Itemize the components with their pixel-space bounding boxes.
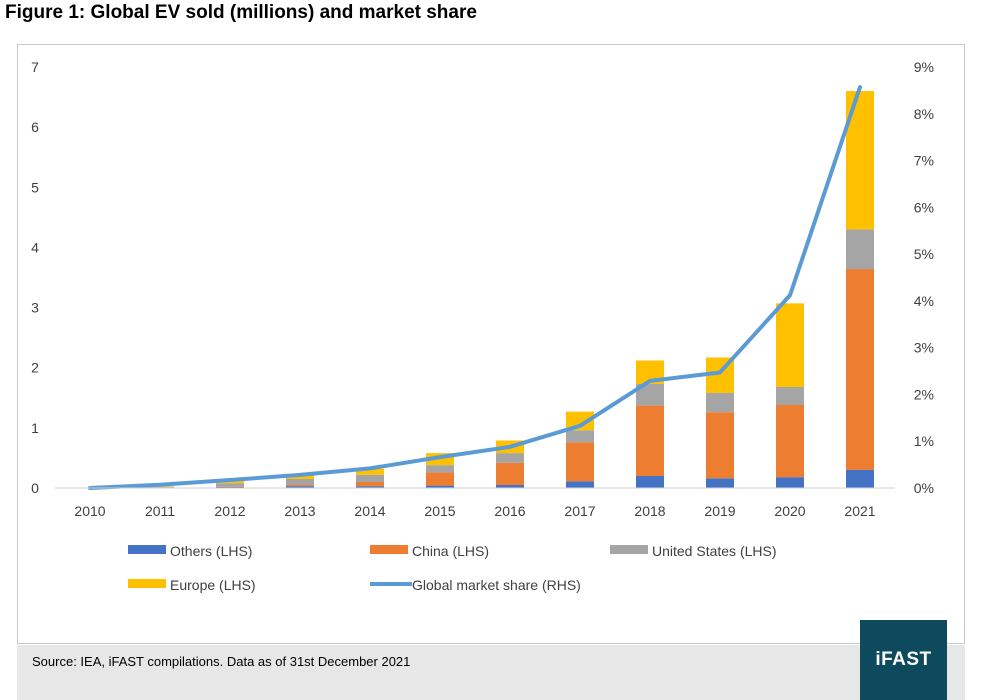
bar-segment-2019-1 — [706, 412, 734, 479]
legend-label: Global market share (RHS) — [412, 577, 581, 593]
bar-segment-2020-1 — [776, 405, 804, 478]
legend-label: China (LHS) — [412, 543, 489, 559]
x-tick-label: 2017 — [564, 503, 595, 519]
x-tick-label: 2010 — [74, 503, 105, 519]
bar-segment-2013-0 — [286, 486, 314, 488]
y-right-tick-label: 9% — [914, 59, 934, 75]
bar-segment-2020-0 — [776, 477, 804, 488]
bar-segment-2013-3 — [286, 475, 314, 479]
y-right-tick-label: 1% — [914, 433, 934, 449]
legend-swatch — [128, 545, 166, 554]
legend: Others (LHS) China (LHS) United States (LH… — [128, 543, 777, 593]
bar-segment-2017-2 — [566, 430, 594, 443]
y-left-tick-label: 2 — [31, 360, 39, 376]
y-right-tick-label: 0% — [914, 480, 934, 496]
bar-segment-2017-0 — [566, 481, 594, 488]
figure-title: Figure 1: Global EV sold (millions) and … — [5, 2, 477, 23]
bar-segment-2012-1 — [216, 486, 244, 487]
bar-segment-2015-0 — [426, 485, 454, 488]
y-right-tick-label: 8% — [914, 106, 934, 122]
y-right-tick-label: 3% — [914, 340, 934, 356]
legend-label: United States (LHS) — [652, 543, 777, 559]
y-left-tick-label: 7 — [31, 59, 39, 75]
y-left-tick-label: 4 — [31, 239, 39, 255]
y-right-tick-label: 7% — [914, 153, 934, 169]
legend-label: Europe (LHS) — [170, 577, 256, 593]
bar-segment-2013-2 — [286, 478, 314, 485]
y-left-tick-label: 0 — [31, 480, 39, 496]
bar-segment-2021-2 — [846, 229, 874, 270]
bar-segment-2012-2 — [216, 483, 244, 487]
legend-swatch — [610, 545, 648, 554]
chart-frame — [17, 44, 965, 644]
x-tick-label: 2015 — [424, 503, 455, 519]
x-tick-label: 2019 — [704, 503, 735, 519]
bar-segment-2013-1 — [286, 484, 314, 487]
bar-segment-2021-0 — [846, 469, 874, 488]
legend-label: Others (LHS) — [170, 543, 252, 559]
bar-segment-2016-0 — [496, 484, 524, 488]
bar-segment-2014-3 — [356, 468, 384, 475]
bar-segment-2016-2 — [496, 453, 524, 463]
footer-band — [17, 645, 965, 700]
bar-segment-2018-0 — [636, 475, 664, 488]
bar-segment-2015-1 — [426, 472, 454, 486]
bar-segment-2015-2 — [426, 465, 454, 473]
bar-segment-2016-1 — [496, 462, 524, 485]
y-left-tick-label: 3 — [31, 300, 39, 316]
y-left-tick-label: 1 — [31, 420, 39, 436]
y-right-tick-label: 4% — [914, 293, 934, 309]
axes-layer: 0 1 2 3 4 5 6 7 0% 1% 2% 3% 4% 5% 6% 7% 8% 9% 2010 2011 2012… — [31, 59, 934, 519]
bar-segment-2018-1 — [636, 405, 664, 476]
bar-segment-2017-1 — [566, 442, 594, 482]
bar-segment-2021-1 — [846, 269, 874, 470]
y-right-tick-label: 5% — [914, 246, 934, 262]
bar-segment-2019-0 — [706, 478, 734, 488]
x-tick-label: 2014 — [354, 503, 385, 519]
y-right-tick-label: 2% — [914, 386, 934, 402]
y-right-tick-label: 6% — [914, 199, 934, 215]
bar-segment-2011-2 — [146, 486, 174, 488]
bar-segment-2019-2 — [706, 392, 734, 413]
bar-segment-2018-2 — [636, 383, 664, 406]
y-left-tick-label: 6 — [31, 119, 39, 135]
x-tick-label: 2013 — [284, 503, 315, 519]
ifast-logo: iFAST — [860, 620, 947, 700]
x-tick-label: 2021 — [844, 503, 875, 519]
bar-segment-2014-1 — [356, 481, 384, 487]
y-left-tick-label: 5 — [31, 179, 39, 195]
bar-layer — [146, 91, 874, 488]
market-share-line — [88, 85, 862, 490]
bar-segment-2020-2 — [776, 386, 804, 406]
legend-swatch — [128, 579, 166, 588]
bar-segment-2012-0 — [216, 486, 244, 488]
bar-segment-2017-3 — [566, 411, 594, 431]
bar-segment-2014-0 — [356, 486, 384, 488]
line-layer — [88, 85, 862, 490]
x-tick-label: 2011 — [145, 503, 175, 519]
bar-segment-2014-2 — [356, 474, 384, 482]
x-tick-label: 2012 — [214, 503, 245, 519]
legend-swatch — [370, 545, 408, 554]
source-note: Source: IEA, iFAST compilations. Data as… — [32, 654, 411, 669]
x-tick-label: 2016 — [494, 503, 525, 519]
x-tick-label: 2018 — [634, 503, 665, 519]
x-tick-label: 2020 — [774, 503, 805, 519]
bar-segment-2020-3 — [776, 303, 804, 387]
